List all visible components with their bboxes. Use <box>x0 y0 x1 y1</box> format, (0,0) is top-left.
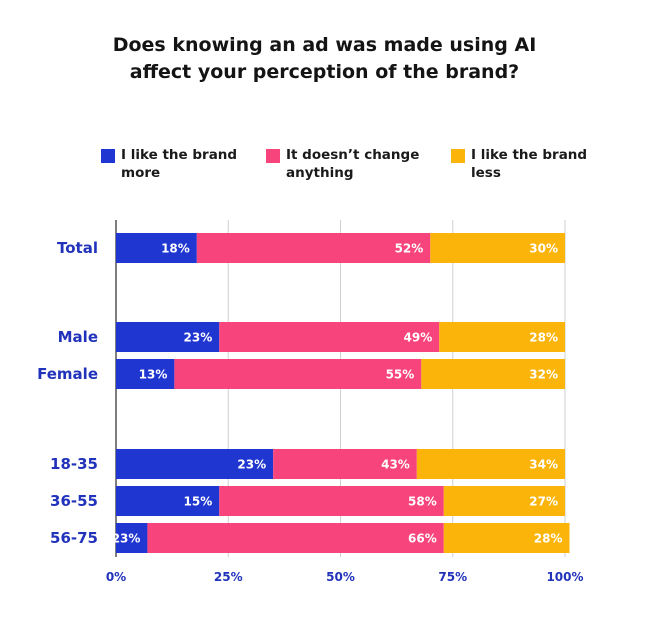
chart-title-line-1: Does knowing an ad was made using AI <box>112 34 537 56</box>
legend-item-like-less: I like the brand less <box>451 146 621 182</box>
category-label-3: 18-35 <box>50 455 98 473</box>
bar-label-0-1: 52% <box>395 242 424 256</box>
legend-label-like-less-line-1: I like the brand <box>471 147 588 163</box>
bar-label-0-2: 30% <box>529 242 558 256</box>
bar-label-0-0: 18% <box>161 242 190 256</box>
bar-segment-2-2 <box>421 359 565 389</box>
bar-segment-0-1 <box>196 233 431 263</box>
bar-segment-1-1 <box>219 322 440 352</box>
bar-segment-5-1 <box>147 523 444 553</box>
bar-segment-4-1 <box>219 486 444 516</box>
bar-label-3-1: 43% <box>381 458 410 472</box>
bar-label-4-2: 27% <box>529 495 558 509</box>
legend-label-like-more-line-2: more <box>121 165 161 181</box>
legend-label-no-change: It doesn’t change anything <box>286 146 436 182</box>
bar-segment-1-0 <box>116 322 220 352</box>
legend-item-no-change: It doesn’t change anything <box>266 146 436 182</box>
x-tick-label-4: 100% <box>546 570 583 584</box>
legend-label-no-change-line-2: anything <box>286 165 354 181</box>
bar-segment-5-0 <box>116 523 148 553</box>
bar-label-1-2: 28% <box>529 331 558 345</box>
category-label-0: Total <box>57 239 98 257</box>
bar-label-1-1: 49% <box>404 331 433 345</box>
bar-segment-2-1 <box>174 359 422 389</box>
legend-label-no-change-line-1: It doesn’t change <box>286 147 420 163</box>
legend-label-like-less: I like the brand less <box>471 146 621 182</box>
bar-label-2-0: 13% <box>139 368 168 382</box>
bar-segment-4-2 <box>443 486 565 516</box>
bar-label-5-1: 66% <box>408 532 437 546</box>
category-label-5: 56-75 <box>50 529 98 547</box>
category-label-4: 36-55 <box>50 492 98 510</box>
x-tick-label-0: 0% <box>106 570 126 584</box>
bar-segment-4-0 <box>116 486 220 516</box>
bar-label-5-2: 28% <box>534 532 563 546</box>
x-tick-label-1: 25% <box>214 570 243 584</box>
bar-segment-2-0 <box>116 359 175 389</box>
legend-swatch-like-less <box>451 149 465 163</box>
bar-segment-1-2 <box>439 322 565 352</box>
category-label-2: Female <box>37 365 98 383</box>
bar-segment-5-2 <box>443 523 570 553</box>
legend-swatch-no-change <box>266 149 280 163</box>
bar-label-2-2: 32% <box>529 368 558 382</box>
category-label-1: Male <box>58 328 98 346</box>
bar-segment-3-1 <box>273 449 417 479</box>
bar-label-3-2: 34% <box>529 458 558 472</box>
chart-title-line-2: affect your perception of the brand? <box>129 61 520 83</box>
bar-segment-3-0 <box>116 449 274 479</box>
bar-label-2-1: 55% <box>386 368 415 382</box>
bar-label-4-0: 15% <box>184 495 213 509</box>
legend-label-like-more: I like the brand more <box>121 146 271 182</box>
legend-label-like-less-line-2: less <box>471 165 501 181</box>
bar-label-1-0: 23% <box>184 331 213 345</box>
x-tick-label-3: 75% <box>438 570 467 584</box>
legend-item-like-more: I like the brand more <box>101 146 271 182</box>
bar-label-5-0: 23% <box>112 532 141 546</box>
bar-label-4-1: 58% <box>408 495 437 509</box>
bar-segment-0-0 <box>116 233 197 263</box>
legend-label-like-more-line-1: I like the brand <box>121 147 238 163</box>
chart-title: Does knowing an ad was made using AI aff… <box>0 32 649 86</box>
legend-swatch-like-more <box>101 149 115 163</box>
x-tick-label-2: 50% <box>326 570 355 584</box>
bar-segment-0-2 <box>430 233 565 263</box>
bar-segment-3-2 <box>416 449 565 479</box>
bar-label-3-0: 23% <box>237 458 266 472</box>
